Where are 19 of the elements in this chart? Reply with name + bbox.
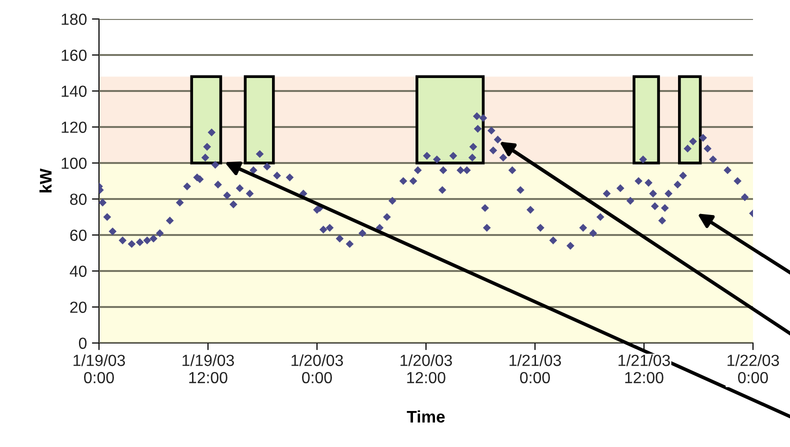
x-tick-label: 1/20/03 12:00 [400, 354, 452, 384]
y-tick-label: 160 [62, 50, 87, 61]
y-tick-label: 180 [62, 14, 87, 25]
x-tick-label: 1/19/03 12:00 [182, 354, 234, 384]
x-tick-label: 1/20/03 0:00 [292, 354, 343, 384]
y-tick-label: 140 [62, 86, 87, 97]
x-tick-label: 1/19/03 0:00 [74, 354, 125, 384]
y-axis-title: kW [39, 168, 52, 192]
x-tick-label: 1/22/03 0:00 [728, 354, 779, 384]
y-tick-label: 100 [62, 158, 87, 169]
y-tick-label: 120 [62, 122, 87, 133]
x-tick-label: 1/21/03 12:00 [618, 354, 670, 384]
x-tick-label: 1/21/03 0:00 [510, 354, 561, 384]
y-tick-label: 80 [70, 194, 87, 205]
y-tick-label: 60 [70, 230, 87, 241]
y-tick-label: 0 [78, 338, 87, 349]
y-tick-label: 40 [70, 266, 87, 277]
x-axis-title: Time [406, 410, 445, 423]
y-tick-label: 20 [70, 302, 87, 313]
